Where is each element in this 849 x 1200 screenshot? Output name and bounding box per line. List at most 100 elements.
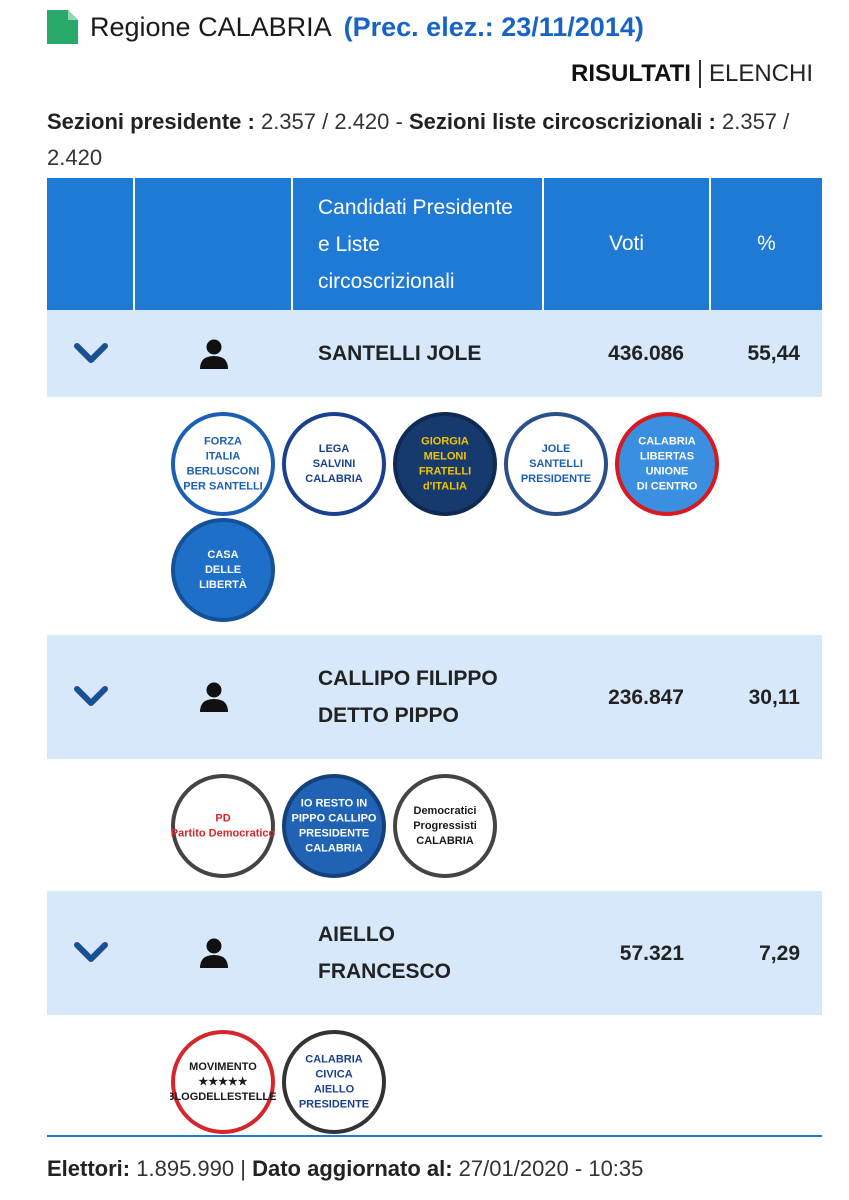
percent: 55,44	[747, 342, 800, 365]
logo-text: Partito Democratico	[171, 827, 276, 839]
results-table: Candidati Presidente e Liste circoscrizi…	[47, 178, 822, 1147]
party-logo: MOVIMENTO ★★★★★ ILBLOGDELLESTELLE.IT	[170, 1030, 276, 1134]
candidate-row: AIELLO FRANCESCO 57.321 7,29	[47, 891, 822, 1015]
header-cell: Candidati Presidente e Liste circoscrizi…	[293, 178, 544, 310]
expand-cell[interactable]	[47, 942, 135, 964]
chevron	[74, 342, 108, 363]
logo-text: CALABRIA	[305, 842, 362, 854]
body	[200, 955, 228, 968]
logo-text: UNIONE	[646, 465, 689, 477]
value: 27/01/2020 - 10:35	[458, 1156, 644, 1181]
logo-text: SALVINI	[313, 458, 356, 470]
party-logo: CASA DELLE LIBERTÀ	[171, 518, 275, 622]
logo-text: CIVICA	[315, 1068, 352, 1080]
chevron-shape	[74, 942, 108, 962]
logo-text: IO RESTO IN	[301, 797, 367, 809]
logo-circle	[282, 774, 386, 878]
logo-text: AIELLO	[314, 1083, 355, 1095]
separator: -	[395, 109, 403, 134]
party-logo: IO RESTO IN PIPPO CALLIPO PRESIDENTE CALABR…	[282, 774, 386, 878]
previous-election: (Prec. elez.: 23/11/2014)	[343, 11, 644, 42]
footer: Elettori: 1.895.990 | Dato aggiornato al…	[47, 1156, 643, 1182]
body	[200, 355, 228, 369]
percent: 7,29	[759, 941, 800, 965]
logo-circle	[393, 412, 497, 516]
logo-text: GIORGIA	[421, 435, 469, 447]
separator: |	[240, 1156, 246, 1181]
candidate-name: AIELLO FRANCESCO	[318, 923, 452, 983]
tab-results[interactable]: RISULTATI	[571, 60, 701, 88]
chevron-shape	[74, 686, 108, 706]
votes: 436.086	[608, 342, 684, 365]
logo-text: FORZA	[204, 435, 242, 447]
table-header: Candidati Presidente e Liste circoscrizi…	[47, 178, 822, 310]
head	[206, 682, 222, 698]
value: 2.357 / 2.420	[260, 109, 390, 134]
value: 2.357 / 2.420	[47, 109, 790, 170]
list-logos: PD Partito Democratico IO RESTO IN PIPPO CA…	[47, 759, 730, 891]
candidate-row: SANTELLI JOLE 436.086 55,44	[47, 310, 822, 397]
header-cell: %	[757, 232, 776, 255]
head	[206, 938, 222, 954]
header: Regione CALABRIA (Prec. elez.: 23/11/201…	[47, 10, 644, 44]
logo-text: d'ITALIA	[423, 480, 467, 492]
logo-text: PRESIDENTE	[299, 827, 369, 839]
logo-circle	[504, 412, 608, 516]
logo-text: PIPPO CALLIPO	[292, 812, 377, 824]
logo-text: CALABRIA	[416, 835, 473, 847]
candidate-name: CALLIPO FILIPPO DETTO PIPPO	[318, 667, 498, 727]
person-icon	[200, 682, 228, 712]
logo-text: CALABRIA	[305, 473, 362, 485]
tab-lists[interactable]: ELENCHI	[708, 60, 813, 87]
logo-text: ILBLOGDELLESTELLE.IT	[170, 1091, 276, 1103]
logo-text: FRATELLI	[419, 465, 471, 477]
candidate-name: SANTELLI JOLE	[318, 342, 482, 365]
icon-cell	[135, 938, 293, 968]
head	[206, 339, 222, 354]
logo-text: SANTELLI	[529, 458, 583, 470]
logo-text: CALABRIA	[305, 1053, 362, 1065]
logo-text: PD	[215, 812, 230, 824]
label: Sezioni liste circoscrizionali :	[408, 109, 716, 134]
logo-circle	[282, 1030, 386, 1134]
list-logos: FORZA ITALIA BERLUSCONI PER SANTELLI LEGA SAL…	[47, 397, 730, 635]
list-logos: MOVIMENTO ★★★★★ ILBLOGDELLESTELLE.IT CALABR…	[47, 1015, 730, 1147]
label: Sezioni presidente :	[47, 109, 255, 134]
candidate-row: CALLIPO FILIPPO DETTO PIPPO 236.847 30,11	[47, 635, 822, 759]
body	[200, 699, 228, 712]
logo-text: MOVIMENTO	[189, 1061, 257, 1073]
label: Dato aggiornato al:	[252, 1156, 453, 1181]
doc-icon	[47, 10, 78, 44]
logo-text: Progressisti	[413, 820, 477, 832]
party-logo: CALABRIA CIVICA AIELLO PRESIDENTE	[282, 1030, 386, 1134]
logo-text: LEGA	[319, 443, 350, 455]
chevron-shape	[74, 342, 108, 363]
votes: 57.321	[619, 941, 684, 965]
chevron	[74, 686, 108, 706]
logo-text: MELONI	[424, 450, 467, 462]
party-logo: GIORGIA MELONI FRATELLI d'ITALIA	[393, 412, 497, 516]
logo-circle	[393, 774, 497, 878]
icon-cell	[135, 339, 293, 369]
sections: Sezioni presidente : 2.357 / 2.420 - Sez…	[47, 104, 817, 176]
person-icon	[200, 339, 228, 369]
person-icon	[200, 938, 228, 968]
logo-circle	[282, 412, 386, 516]
logo-text: BERLUSCONI	[187, 465, 260, 477]
logo-text: DELLE	[205, 564, 241, 576]
header-cell: Voti	[544, 178, 711, 310]
logo-circle	[171, 774, 275, 878]
votes: 236.847	[608, 685, 684, 709]
logo-text: PRESIDENTE	[521, 473, 591, 485]
expand-cell[interactable]	[47, 686, 135, 708]
party-logo: LEGA SALVINI CALABRIA	[282, 412, 386, 516]
party-logo: Democratici Progressisti CALABRIA	[393, 774, 497, 878]
title: Regione CALABRIA	[90, 11, 332, 42]
logo-text: Democratici	[414, 805, 477, 817]
expand-cell[interactable]	[47, 342, 135, 365]
party-logo: CALABRIA LIBERTAS UNIONE DI CENTRO	[615, 412, 719, 516]
logo-circle	[171, 1030, 275, 1134]
logo-text: ITALIA	[206, 450, 241, 462]
logo-circle	[171, 518, 275, 622]
